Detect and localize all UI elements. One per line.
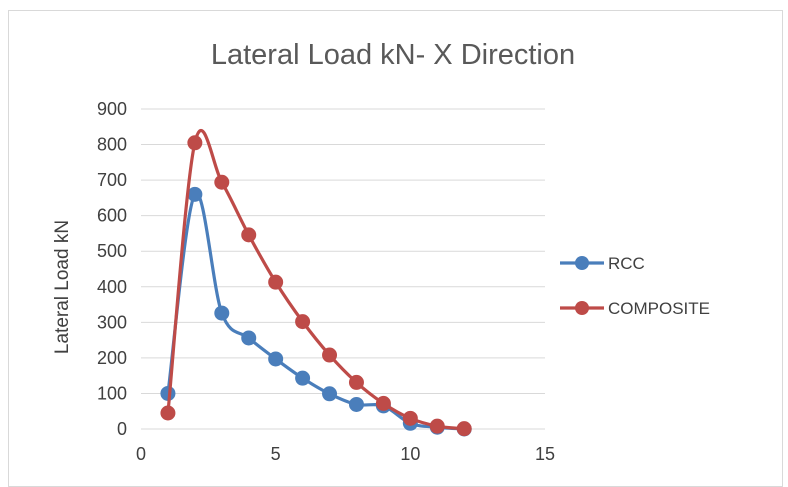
data-point <box>295 314 311 330</box>
data-point <box>214 305 230 321</box>
chart-frame <box>8 10 783 487</box>
y-tick-label: 300 <box>97 312 127 332</box>
data-point <box>295 370 311 386</box>
y-tick-label: 100 <box>97 383 127 403</box>
data-point <box>375 395 391 411</box>
legend-item: COMPOSITE <box>560 299 710 318</box>
data-point <box>456 421 472 437</box>
series-rcc <box>160 186 472 437</box>
gridlines <box>141 108 545 394</box>
y-tick-label: 500 <box>97 241 127 261</box>
legend-marker <box>575 301 589 315</box>
x-tick-label: 5 <box>271 444 281 464</box>
data-point <box>241 330 257 346</box>
x-tick-label: 15 <box>535 444 555 464</box>
y-axis-label: Lateral Load kN <box>52 220 73 354</box>
x-tick-label: 0 <box>136 444 146 464</box>
data-point <box>322 347 338 363</box>
legend-label: RCC <box>608 254 645 273</box>
legend-marker <box>575 256 589 270</box>
y-tick-label: 800 <box>97 135 127 155</box>
series-layer <box>160 129 472 437</box>
chart-title: Lateral Load kN- X Direction <box>211 39 575 71</box>
data-point <box>268 351 284 367</box>
x-axis-ticks: 0 5 10 15 <box>136 444 555 464</box>
data-point <box>241 227 257 243</box>
data-point <box>187 186 203 202</box>
data-point <box>214 174 230 190</box>
y-axis-ticks: 0 100 200 300 400 500 600 700 800 900 <box>97 99 127 439</box>
data-point <box>268 274 284 290</box>
data-point <box>187 135 203 151</box>
legend-label: COMPOSITE <box>608 299 710 318</box>
data-point <box>160 405 176 421</box>
data-point <box>348 396 364 412</box>
y-tick-label: 600 <box>97 206 127 226</box>
y-tick-label: 900 <box>97 99 127 119</box>
data-point <box>348 374 364 390</box>
x-tick-label: 10 <box>400 444 420 464</box>
y-tick-label: 400 <box>97 277 127 297</box>
y-tick-label: 200 <box>97 348 127 368</box>
y-tick-label: 0 <box>117 419 127 439</box>
legend-item: RCC <box>560 254 645 273</box>
data-point <box>402 410 418 426</box>
legend: RCC COMPOSITE <box>560 254 710 318</box>
data-point <box>322 386 338 402</box>
series-composite <box>160 129 472 437</box>
series-line <box>166 129 465 431</box>
data-point <box>429 418 445 434</box>
y-tick-label: 700 <box>97 170 127 190</box>
